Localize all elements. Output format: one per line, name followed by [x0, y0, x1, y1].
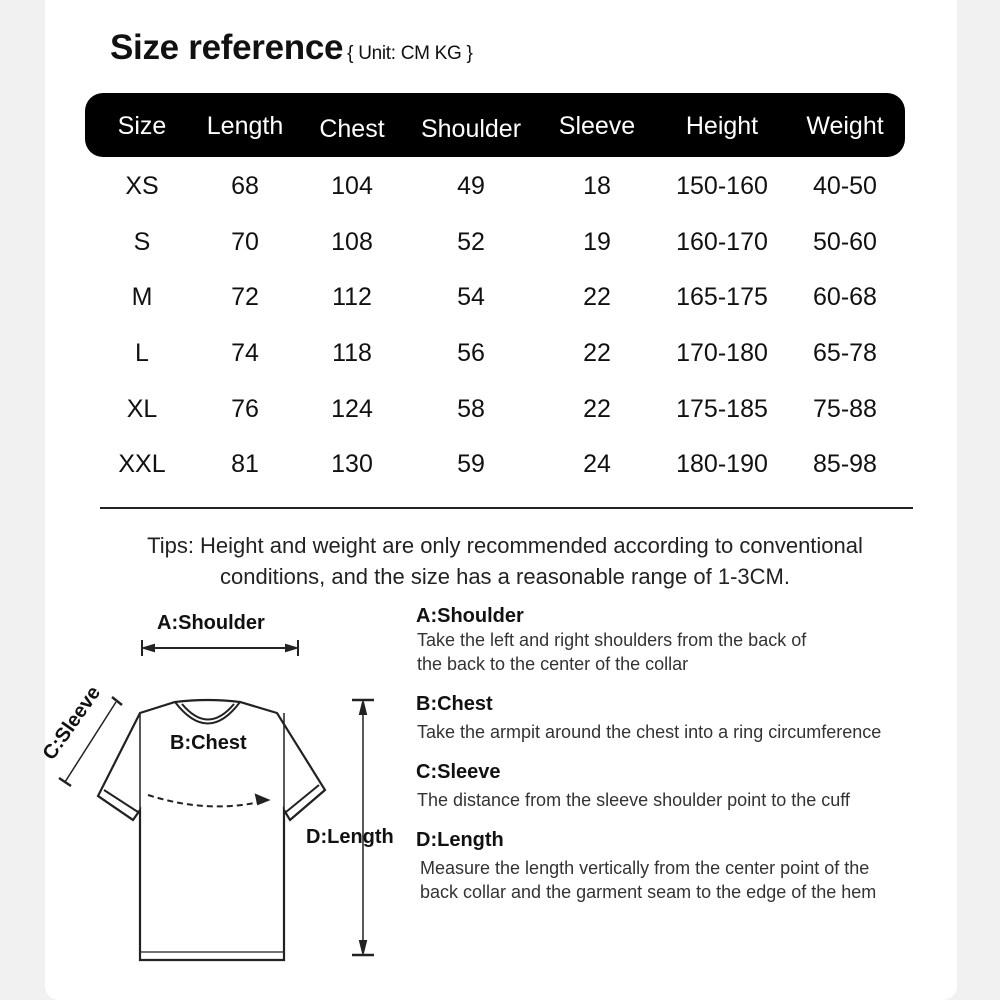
table-cell: XXL	[118, 450, 166, 478]
table-cell: 60-68	[813, 283, 877, 311]
legend-line: Measure the length vertically from the c…	[420, 858, 870, 878]
table-cell: 22	[583, 339, 611, 367]
table-cell: 130	[331, 450, 373, 478]
table-cell: 56	[457, 339, 485, 367]
legend-line: back collar and the garment seam to the …	[420, 882, 877, 902]
legend-description: The distance from the sleeve shoulder po…	[417, 788, 850, 812]
length-arrow	[352, 698, 374, 957]
table-cell: 22	[583, 283, 611, 311]
table-cell: 72	[231, 283, 259, 311]
table-cell: 76	[231, 395, 259, 423]
table-header: Size Length Chest Shoulder Sleeve Height Weigh…	[85, 93, 905, 157]
column-header: Weight	[806, 112, 884, 140]
tshirt-icon	[96, 698, 327, 962]
legend-title: B:Chest	[416, 693, 493, 715]
table-cell: 68	[231, 172, 259, 200]
table-cell: 52	[457, 228, 485, 256]
table-cell: 112	[332, 283, 372, 311]
column-header: Height	[685, 112, 759, 140]
legend-description: Measure the length vertically from the c…	[420, 856, 876, 904]
table-cell: 104	[331, 172, 373, 200]
legend-title: C:Sleeve	[416, 761, 501, 783]
page-title: Size reference{ Unit: CM KG }	[110, 28, 473, 68]
table-cell: 22	[583, 395, 611, 423]
size-chart-card	[45, 0, 957, 1000]
table-cell: 81	[231, 450, 259, 478]
shoulder-arrow	[140, 640, 300, 656]
table-cell: S	[133, 228, 151, 256]
legend-line: Take the armpit around the chest into a …	[417, 722, 882, 742]
shoulder-label: A:Shoulder	[157, 612, 265, 634]
table-cell: 70	[231, 228, 259, 256]
legend-title: A:Shoulder	[416, 605, 524, 627]
chest-label: B:Chest	[170, 732, 247, 754]
table-cell: 50-60	[813, 228, 877, 256]
column-header: Length	[206, 112, 284, 140]
title-text: Size reference	[110, 28, 344, 67]
table-cell: 19	[583, 228, 611, 256]
table-cell: 75-88	[813, 395, 877, 423]
table-cell: 124	[331, 395, 373, 423]
table-cell: 40-50	[813, 172, 877, 200]
unit-label: { Unit: CM KG }	[347, 43, 473, 64]
table-cell: XL	[126, 395, 158, 423]
table-cell: 170-180	[676, 339, 768, 367]
table-cell: 85-98	[813, 450, 877, 478]
column-header: Chest	[319, 115, 385, 143]
table-cell: 54	[457, 283, 485, 311]
tips: Tips: Height and weight are only recomme…	[60, 530, 950, 592]
tips-line: Tips: Height and weight are only recomme…	[147, 533, 863, 558]
table-cell: 150-160	[676, 172, 768, 200]
table-cell: XS	[125, 172, 159, 200]
table-cell: 180-190	[676, 450, 768, 478]
column-header: Size	[117, 112, 167, 140]
table-cell: 59	[457, 450, 485, 478]
legend-title: D:Length	[416, 829, 504, 851]
length-label: D:Length	[306, 826, 394, 848]
column-header: Shoulder	[420, 115, 522, 143]
table-cell: 65-78	[813, 339, 877, 367]
table-cell: 175-185	[676, 395, 768, 423]
table-cell: 118	[332, 339, 372, 367]
legend-line: The distance from the sleeve shoulder po…	[417, 790, 850, 810]
table-cell: L	[135, 339, 149, 367]
legend-description: Take the left and right shoulders from t…	[417, 628, 806, 676]
legend-line: Take the left and right shoulders from t…	[417, 630, 807, 650]
column-header: Sleeve	[558, 112, 636, 140]
table-cell: 18	[583, 172, 611, 200]
table-cell: 24	[583, 450, 611, 478]
table-cell: 74	[231, 339, 259, 367]
table-cell: 58	[457, 395, 485, 423]
table-cell: 108	[331, 228, 373, 256]
table-cell: 165-175	[676, 283, 768, 311]
table-cell: M	[131, 283, 153, 311]
divider	[100, 507, 913, 509]
table-cell: 49	[457, 172, 485, 200]
sleeve-arrow	[58, 696, 123, 788]
legend-description: Take the armpit around the chest into a …	[417, 720, 881, 744]
legend-line: the back to the center of the collar	[417, 654, 689, 674]
tips-line: conditions, and the size has a reasonabl…	[220, 564, 790, 589]
table-cell: 160-170	[676, 228, 768, 256]
